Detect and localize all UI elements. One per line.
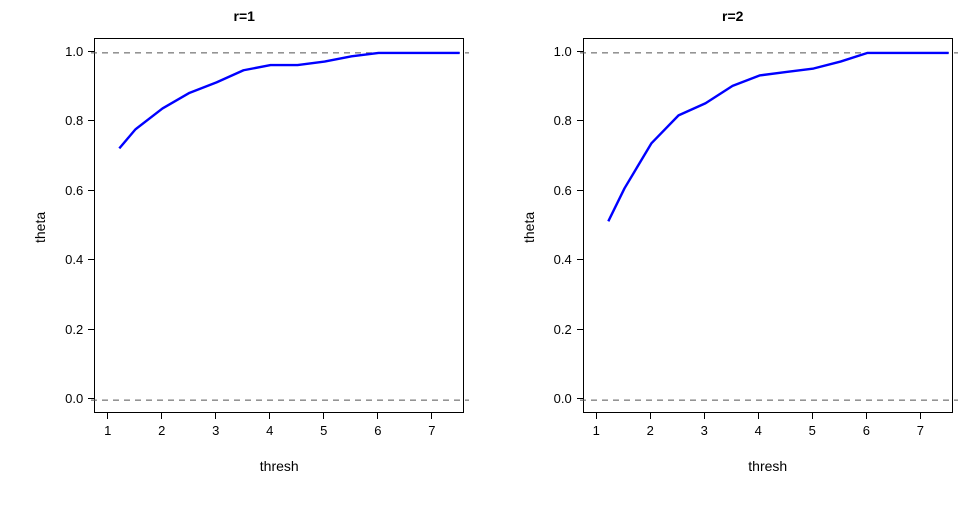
plot-area xyxy=(583,38,953,413)
xtick-label: 5 xyxy=(802,424,822,437)
ylabel: theta xyxy=(32,212,48,243)
figure-container: r=112345670.00.20.40.60.81.0thetathresh … xyxy=(0,0,977,515)
panel-title: r=1 xyxy=(14,8,474,24)
ytick-mark xyxy=(577,329,583,330)
xtick-label: 6 xyxy=(856,424,876,437)
ytick-mark xyxy=(577,51,583,52)
ytick-label: 0.4 xyxy=(65,253,83,266)
ytick-mark xyxy=(88,120,94,121)
xtick-label: 2 xyxy=(152,424,172,437)
ytick-label: 1.0 xyxy=(65,45,83,58)
xtick-label: 6 xyxy=(368,424,388,437)
panel-title: r=2 xyxy=(503,8,963,24)
xlabel: thresh xyxy=(94,458,464,474)
xtick-mark xyxy=(758,413,759,419)
plot-svg xyxy=(95,39,465,414)
ytick-label: 0.0 xyxy=(65,392,83,405)
xtick-mark xyxy=(323,413,324,419)
xtick-label: 4 xyxy=(748,424,768,437)
data-line xyxy=(120,52,460,147)
panel-r1: r=1 1 2 3 4 5 6 7 0.0 0.2 0.4 0.6 0.8 1.0 theta thresh xyxy=(14,8,474,508)
ytick-label: 0.8 xyxy=(554,114,572,127)
xtick-label: 4 xyxy=(260,424,280,437)
ytick-label: 0.6 xyxy=(554,184,572,197)
ytick-mark xyxy=(88,398,94,399)
xtick-label: 5 xyxy=(314,424,334,437)
xtick-label: 7 xyxy=(422,424,442,437)
ytick-label: 0.2 xyxy=(554,323,572,336)
xtick-label: 3 xyxy=(694,424,714,437)
ytick-mark xyxy=(88,329,94,330)
data-line xyxy=(608,52,948,220)
ytick-mark xyxy=(577,398,583,399)
ytick-label: 0.4 xyxy=(554,253,572,266)
xtick-label: 2 xyxy=(640,424,660,437)
xtick-label: 7 xyxy=(910,424,930,437)
xlabel: thresh xyxy=(583,458,953,474)
xtick-mark xyxy=(107,413,108,419)
xtick-mark xyxy=(215,413,216,419)
ylabel: theta xyxy=(521,212,537,243)
xtick-mark xyxy=(431,413,432,419)
ytick-mark xyxy=(88,190,94,191)
ytick-label: 0.8 xyxy=(65,114,83,127)
ytick-label: 0.2 xyxy=(65,323,83,336)
ytick-label: 0.0 xyxy=(554,392,572,405)
xtick-label: 1 xyxy=(586,424,606,437)
xtick-mark xyxy=(920,413,921,419)
plot-area xyxy=(94,38,464,413)
ytick-mark xyxy=(88,259,94,260)
xtick-label: 3 xyxy=(206,424,226,437)
xtick-mark xyxy=(596,413,597,419)
ytick-mark xyxy=(577,120,583,121)
ytick-mark xyxy=(577,190,583,191)
ytick-mark xyxy=(577,259,583,260)
xtick-label: 1 xyxy=(98,424,118,437)
xtick-mark xyxy=(866,413,867,419)
xtick-mark xyxy=(269,413,270,419)
xtick-mark xyxy=(161,413,162,419)
xtick-mark xyxy=(650,413,651,419)
xtick-mark xyxy=(377,413,378,419)
xtick-mark xyxy=(812,413,813,419)
ytick-mark xyxy=(88,51,94,52)
plot-svg xyxy=(584,39,954,414)
ytick-label: 0.6 xyxy=(65,184,83,197)
panel-r2: r=2 1 2 3 4 5 6 7 0.0 0.2 0.4 0.6 0.8 1.0 theta thresh xyxy=(503,8,963,508)
xtick-mark xyxy=(704,413,705,419)
ytick-label: 1.0 xyxy=(554,45,572,58)
